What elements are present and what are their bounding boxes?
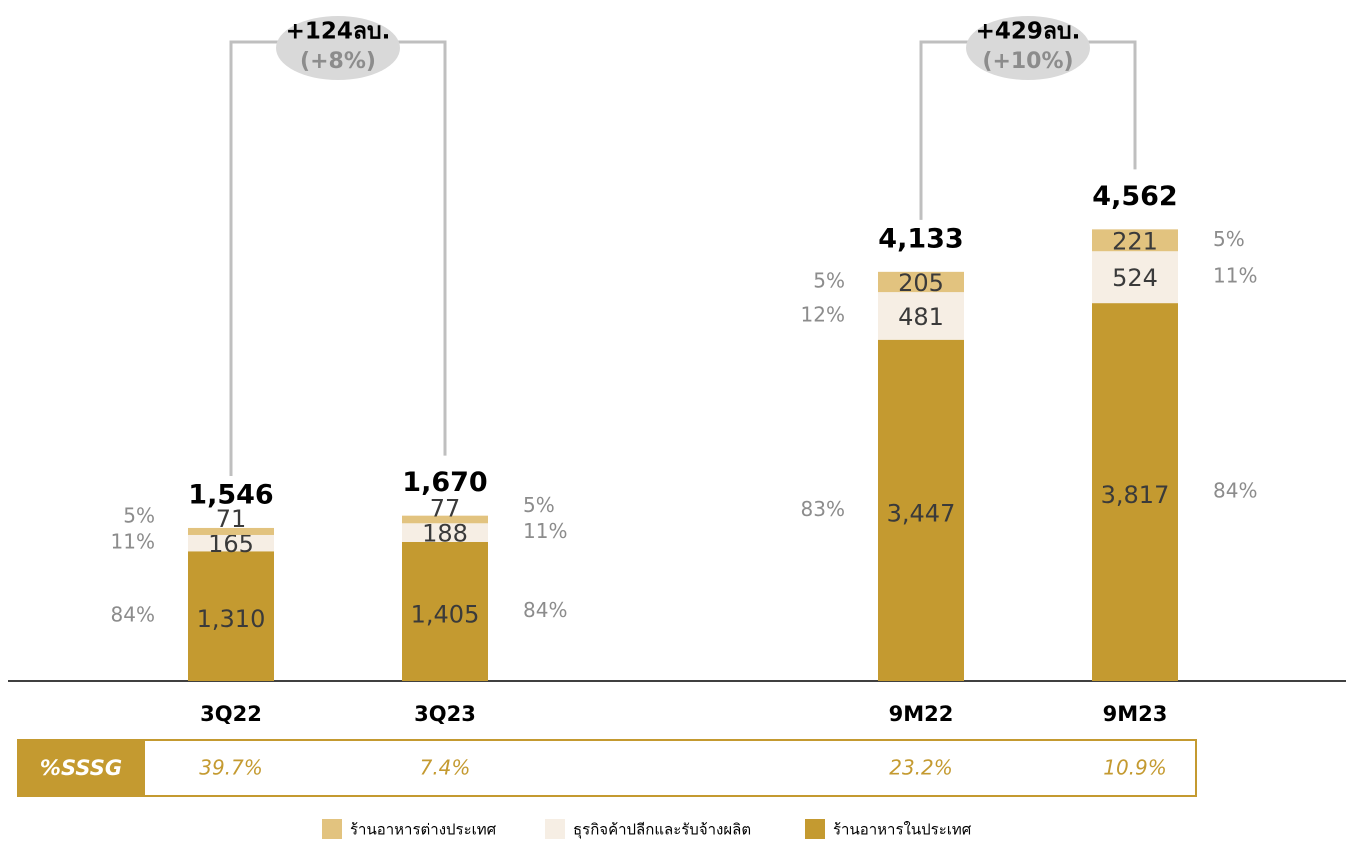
bar-segment: [402, 523, 488, 542]
bar-segment: [878, 292, 964, 340]
share-label: 83%: [801, 497, 845, 521]
bar-segment: [1092, 229, 1178, 252]
bar-segment: [188, 527, 274, 535]
legend-label: ร้านอาหารต่างประเทศ: [350, 821, 497, 839]
bar-segment: [402, 541, 488, 681]
sssg-value: 7.4%: [420, 756, 471, 780]
sssg-label: %SSSG: [40, 756, 122, 780]
share-label: 84%: [1213, 479, 1257, 503]
share-label: 12%: [801, 302, 845, 326]
segment-label: 205: [898, 269, 944, 297]
segment-label: 71: [216, 505, 247, 533]
bar-segment: [188, 534, 274, 552]
segment-label: 77: [430, 495, 461, 523]
sssg-value: 39.7%: [199, 756, 263, 780]
x-tick-label: 3Q22: [200, 702, 262, 726]
share-label: 5%: [123, 504, 155, 528]
sssg-header: [18, 740, 145, 796]
legend-swatch: [322, 819, 342, 839]
bar-segment: [1092, 303, 1178, 681]
legend-label: ร้านอาหารในประเทศ: [833, 821, 972, 839]
bar-segment: [878, 271, 964, 293]
total-label: 1,670: [402, 467, 487, 498]
sssg-box: [17, 739, 1197, 797]
segment-label: 481: [898, 303, 944, 331]
share-label: 11%: [523, 519, 567, 543]
annotation-subtext: (+8%): [300, 49, 376, 74]
share-label: 5%: [813, 268, 845, 292]
share-label: 5%: [523, 493, 555, 517]
segment-label: 1,405: [411, 600, 480, 628]
segment-label: 524: [1112, 264, 1158, 292]
total-label: 4,562: [1092, 181, 1177, 212]
segment-label: 188: [422, 520, 468, 548]
bar-segment: [402, 515, 488, 524]
sssg-value: 23.2%: [889, 756, 953, 780]
segment-label: 1,310: [197, 605, 266, 633]
share-label: 5%: [1213, 227, 1245, 251]
total-label: 1,546: [188, 479, 273, 510]
share-label: 84%: [523, 598, 567, 622]
bracket: [229, 40, 447, 476]
share-label: 84%: [111, 603, 155, 627]
annotation-text: +429ลบ.: [976, 19, 1081, 45]
bar-segment: [878, 339, 964, 681]
annotation-bubble: [276, 16, 400, 80]
legend-label: ธุรกิจค้าปลีกและรับจ้างผลิต: [573, 821, 751, 840]
sssg-value: 10.9%: [1103, 756, 1167, 780]
share-label: 11%: [1213, 264, 1257, 288]
legend-swatch: [545, 819, 565, 839]
segment-label: 3,817: [1101, 481, 1170, 509]
total-label: 4,133: [878, 223, 963, 254]
x-tick-label: 9M22: [889, 702, 954, 726]
segment-label: 3,447: [887, 499, 956, 527]
segment-label: 221: [1112, 227, 1158, 255]
x-tick-label: 9M23: [1103, 702, 1168, 726]
annotation-bubble: [966, 16, 1090, 80]
annotation-subtext: (+10%): [982, 49, 1073, 74]
annotation-text: +124ลบ.: [286, 19, 391, 45]
bar-segment: [188, 551, 274, 681]
bar-segment: [1092, 251, 1178, 304]
share-label: 11%: [111, 530, 155, 554]
legend-swatch: [805, 819, 825, 839]
x-tick-label: 3Q23: [414, 702, 476, 726]
